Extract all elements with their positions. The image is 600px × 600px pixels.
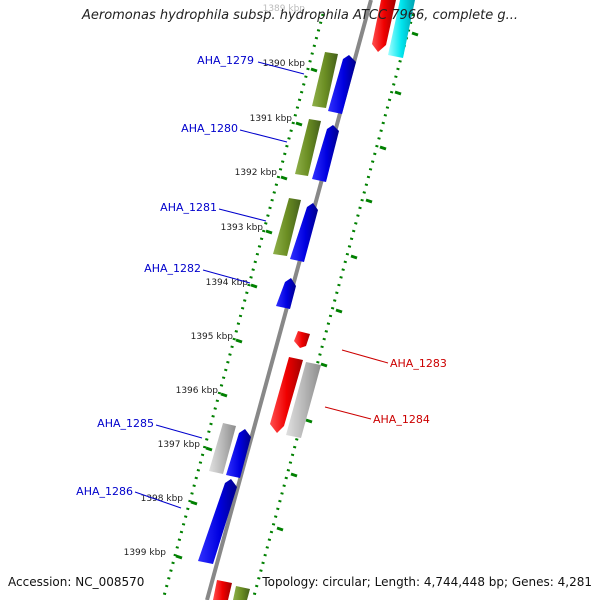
reverse-cds-arrow <box>372 0 396 52</box>
pseudo-feature-gray <box>286 362 321 438</box>
gene-label[interactable]: AHA_1281 <box>160 201 217 214</box>
gene-label-group[interactable]: AHA_1282 <box>144 262 251 284</box>
ruler-label: 1397 kbp <box>158 440 201 450</box>
forward-tick-marks <box>175 67 318 560</box>
forward-cds-arrow <box>226 429 251 478</box>
ruler-label: 1398 kbp <box>141 494 184 504</box>
map-title: Aeromonas hydrophila subsp. hydrophila A… <box>81 8 519 23</box>
accession-text: Accession: NC_008570 <box>8 575 145 589</box>
ruler-labels: 1389 kbp 1390 kbp 1391 kbp 1392 kbp 1393… <box>124 4 306 558</box>
outer-guide-ring-left <box>162 13 325 597</box>
forward-feature-olive <box>312 52 338 108</box>
forward-cds-arrow <box>276 278 296 309</box>
gene-label[interactable]: AHA_1284 <box>373 413 430 426</box>
forward-feature-olive <box>233 586 250 600</box>
reverse-cds-arrow <box>213 580 232 600</box>
reverse-cds-arrow <box>294 331 310 348</box>
ruler-label: 1394 kbp <box>206 278 249 288</box>
gene-label-group[interactable]: AHA_1281 <box>160 201 267 222</box>
ruler-label: 1399 kbp <box>124 548 167 558</box>
forward-cds-arrow <box>312 125 339 182</box>
pseudo-feature-gray <box>209 423 236 474</box>
gene-label-group[interactable]: AHA_1279 <box>197 54 305 75</box>
topology-summary-text: Topology: circular; Length: 4,744,448 bp… <box>262 575 592 589</box>
reverse-tick-marks <box>276 31 419 532</box>
gene-label-group[interactable]: AHA_1286 <box>76 485 182 509</box>
forward-feature-olive <box>295 119 321 176</box>
forward-feature-olive <box>273 198 301 256</box>
gene-label-group[interactable]: AHA_1284 <box>324 406 430 426</box>
gene-label[interactable]: AHA_1280 <box>181 122 238 135</box>
ruler-label: 1395 kbp <box>191 332 234 342</box>
gene-label-group[interactable]: AHA_1280 <box>181 122 288 143</box>
gene-label[interactable]: AHA_1283 <box>390 357 447 370</box>
gene-label[interactable]: AHA_1279 <box>197 54 254 67</box>
ruler-label: 1393 kbp <box>221 223 264 233</box>
gene-label[interactable]: AHA_1286 <box>76 485 133 498</box>
gene-label-group[interactable]: AHA_1283 <box>341 349 447 370</box>
forward-cds-arrow <box>198 479 237 564</box>
ruler-label: 1392 kbp <box>235 168 278 178</box>
forward-cds-arrow <box>328 55 356 114</box>
ruler-label: 1391 kbp <box>250 114 293 124</box>
forward-cds-arrow <box>290 203 318 262</box>
gene-label-group[interactable]: AHA_1285 <box>97 417 203 439</box>
highlight-feature-cyan <box>388 0 415 58</box>
ruler-label: 1389 kbp <box>263 4 306 14</box>
ruler-label: 1396 kbp <box>176 386 219 396</box>
gene-label[interactable]: AHA_1285 <box>97 417 154 430</box>
reverse-cds-arrow <box>270 357 303 433</box>
gene-label[interactable]: AHA_1282 <box>144 262 201 275</box>
ruler-label: 1390 kbp <box>263 59 306 69</box>
